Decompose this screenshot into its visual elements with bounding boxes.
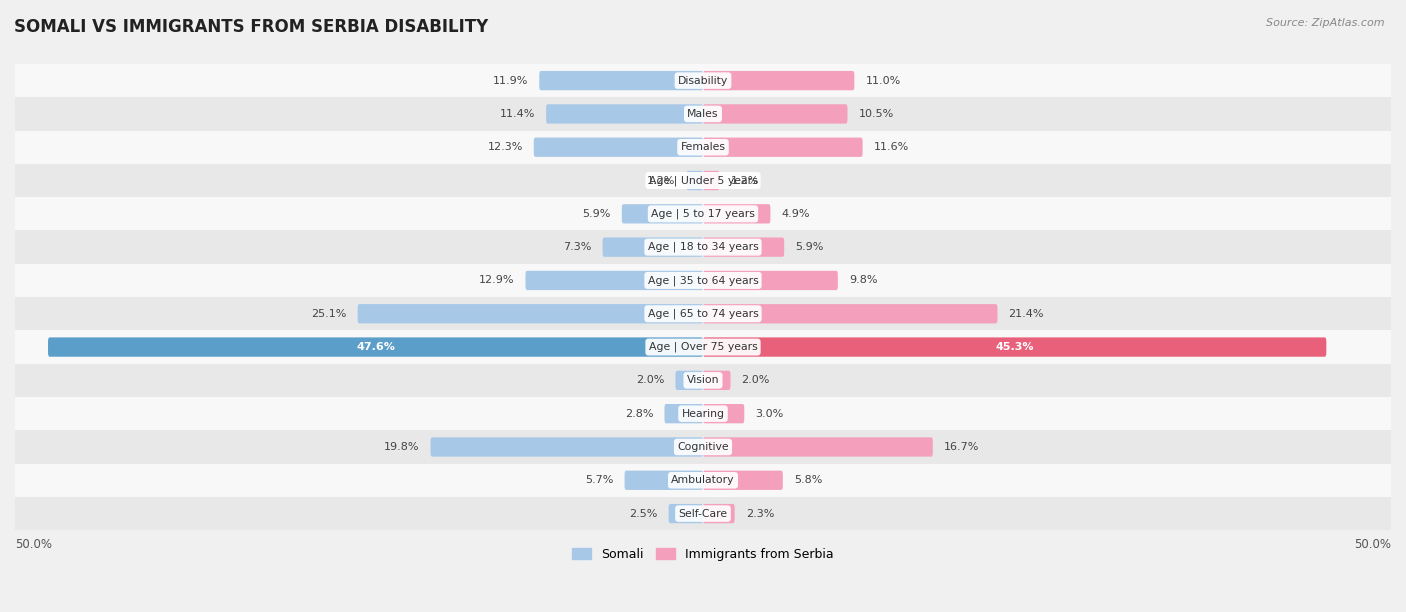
Text: 47.6%: 47.6% (356, 342, 395, 352)
Text: 21.4%: 21.4% (1008, 308, 1045, 319)
FancyBboxPatch shape (703, 337, 1326, 357)
FancyBboxPatch shape (703, 304, 997, 323)
Bar (15, 130, 1391, 164)
FancyBboxPatch shape (703, 104, 848, 124)
Text: Age | 5 to 17 years: Age | 5 to 17 years (651, 209, 755, 219)
Text: 2.0%: 2.0% (636, 375, 665, 386)
Bar (15, 497, 1391, 530)
Text: SOMALI VS IMMIGRANTS FROM SERBIA DISABILITY: SOMALI VS IMMIGRANTS FROM SERBIA DISABIL… (14, 18, 488, 36)
FancyBboxPatch shape (621, 204, 703, 223)
Bar (15, 464, 1391, 497)
Bar (15, 197, 1391, 231)
Text: 50.0%: 50.0% (15, 537, 52, 551)
Text: 2.5%: 2.5% (630, 509, 658, 518)
Text: 5.8%: 5.8% (794, 476, 823, 485)
Text: 5.9%: 5.9% (582, 209, 610, 219)
Text: 3.0%: 3.0% (755, 409, 783, 419)
Text: Disability: Disability (678, 76, 728, 86)
Bar (15, 330, 1391, 364)
Text: Self-Care: Self-Care (679, 509, 727, 518)
Text: 12.9%: 12.9% (479, 275, 515, 285)
Text: 1.2%: 1.2% (647, 176, 675, 185)
Text: Age | 65 to 74 years: Age | 65 to 74 years (648, 308, 758, 319)
Text: Vision: Vision (686, 375, 720, 386)
Text: 5.7%: 5.7% (585, 476, 613, 485)
FancyBboxPatch shape (703, 138, 863, 157)
Text: 2.0%: 2.0% (741, 375, 770, 386)
FancyBboxPatch shape (686, 171, 703, 190)
Text: 4.9%: 4.9% (782, 209, 810, 219)
Text: 2.8%: 2.8% (624, 409, 654, 419)
Text: Hearing: Hearing (682, 409, 724, 419)
FancyBboxPatch shape (603, 237, 703, 257)
Text: 11.0%: 11.0% (865, 76, 901, 86)
FancyBboxPatch shape (703, 171, 720, 190)
Bar (15, 164, 1391, 197)
FancyBboxPatch shape (48, 337, 703, 357)
FancyBboxPatch shape (430, 438, 703, 457)
Bar (15, 264, 1391, 297)
Text: Age | Over 75 years: Age | Over 75 years (648, 342, 758, 353)
Text: 25.1%: 25.1% (311, 308, 347, 319)
FancyBboxPatch shape (546, 104, 703, 124)
FancyBboxPatch shape (703, 237, 785, 257)
FancyBboxPatch shape (703, 271, 838, 290)
Text: Males: Males (688, 109, 718, 119)
FancyBboxPatch shape (675, 371, 703, 390)
FancyBboxPatch shape (703, 204, 770, 223)
Bar (15, 430, 1391, 464)
Text: Source: ZipAtlas.com: Source: ZipAtlas.com (1267, 18, 1385, 28)
Text: 19.8%: 19.8% (384, 442, 419, 452)
Text: 1.2%: 1.2% (731, 176, 759, 185)
Text: 9.8%: 9.8% (849, 275, 877, 285)
Text: 16.7%: 16.7% (943, 442, 979, 452)
FancyBboxPatch shape (540, 71, 703, 91)
Bar (15, 397, 1391, 430)
Text: Females: Females (681, 142, 725, 152)
Text: 11.4%: 11.4% (499, 109, 536, 119)
Bar (15, 364, 1391, 397)
Bar (15, 64, 1391, 97)
FancyBboxPatch shape (534, 138, 703, 157)
Text: 11.9%: 11.9% (494, 76, 529, 86)
Text: 50.0%: 50.0% (1354, 537, 1391, 551)
Text: Age | 18 to 34 years: Age | 18 to 34 years (648, 242, 758, 252)
Bar (15, 297, 1391, 330)
Text: 7.3%: 7.3% (564, 242, 592, 252)
Text: 12.3%: 12.3% (488, 142, 523, 152)
FancyBboxPatch shape (703, 471, 783, 490)
Text: Age | Under 5 years: Age | Under 5 years (648, 175, 758, 186)
Text: 2.3%: 2.3% (745, 509, 775, 518)
FancyBboxPatch shape (703, 371, 731, 390)
Text: 45.3%: 45.3% (995, 342, 1033, 352)
Text: 5.9%: 5.9% (796, 242, 824, 252)
FancyBboxPatch shape (665, 404, 703, 424)
Bar (15, 231, 1391, 264)
FancyBboxPatch shape (703, 504, 735, 523)
FancyBboxPatch shape (703, 404, 744, 424)
FancyBboxPatch shape (526, 271, 703, 290)
Bar (15, 97, 1391, 130)
Text: 11.6%: 11.6% (873, 142, 908, 152)
FancyBboxPatch shape (357, 304, 703, 323)
FancyBboxPatch shape (703, 71, 855, 91)
Text: Cognitive: Cognitive (678, 442, 728, 452)
Legend: Somali, Immigrants from Serbia: Somali, Immigrants from Serbia (568, 543, 838, 566)
FancyBboxPatch shape (669, 504, 703, 523)
Text: 10.5%: 10.5% (859, 109, 894, 119)
FancyBboxPatch shape (624, 471, 703, 490)
Text: Ambulatory: Ambulatory (671, 476, 735, 485)
FancyBboxPatch shape (703, 438, 932, 457)
Text: Age | 35 to 64 years: Age | 35 to 64 years (648, 275, 758, 286)
